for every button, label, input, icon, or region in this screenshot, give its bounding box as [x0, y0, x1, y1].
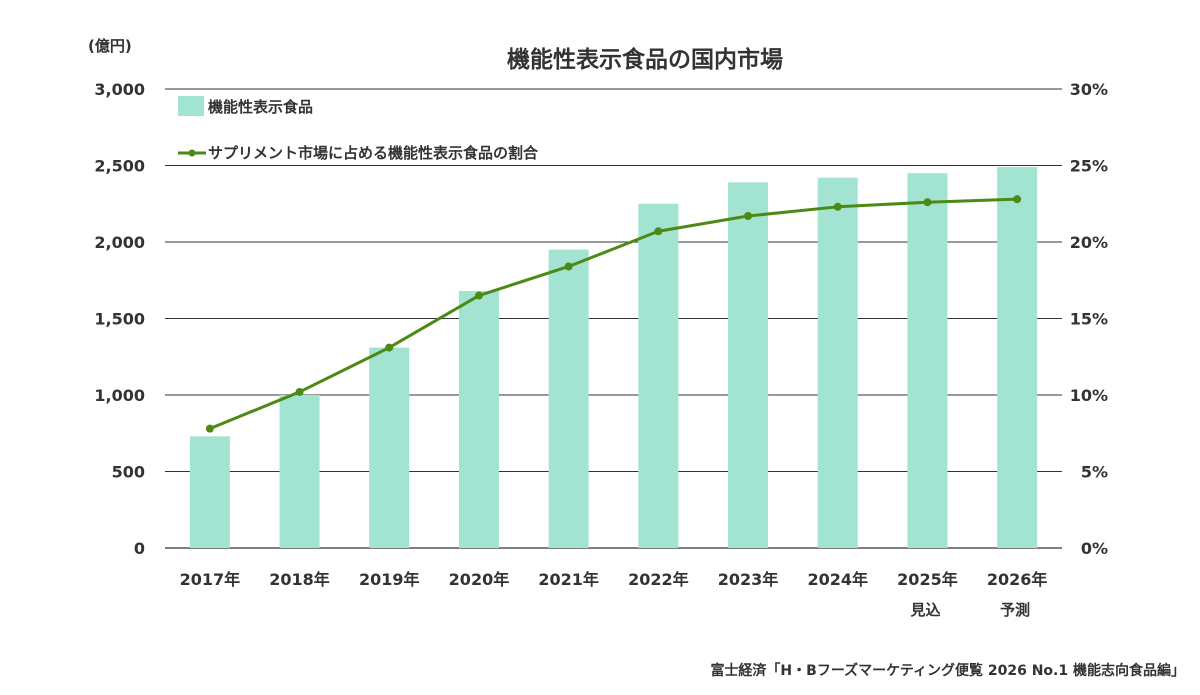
- right-tick-label: 25%: [1070, 157, 1108, 176]
- y-axis-unit: (億円): [88, 37, 132, 55]
- left-tick-label: 2,500: [94, 157, 145, 176]
- legend-line-label: サプリメント市場に占める機能性表示食品の割合: [208, 144, 539, 162]
- legend-line-marker: [188, 149, 196, 157]
- right-tick-label: 15%: [1070, 310, 1108, 329]
- line-point: [1013, 195, 1022, 204]
- left-tick-label: 0: [134, 539, 145, 558]
- x-tick-label: 2017年: [180, 570, 241, 589]
- x-tick-label: 2024年: [807, 570, 868, 589]
- bar: [997, 167, 1038, 548]
- x-tick-label: 2019年: [359, 570, 420, 589]
- x-tick-label: 2021年: [538, 570, 599, 589]
- legend-bar-label: 機能性表示食品: [208, 98, 313, 116]
- line-point: [923, 198, 932, 207]
- x-axis: 2017年 2018年 2019年 2020年 2021年 2022年 2023年 2024年…: [180, 570, 1048, 619]
- bar-series: [189, 167, 1038, 549]
- bar: [638, 203, 679, 548]
- x-tick-label: 2025年: [897, 570, 958, 589]
- bar: [279, 395, 320, 548]
- x-tick-label: 2026年: [987, 570, 1048, 589]
- x-tick-label: 2022年: [628, 570, 689, 589]
- source-note: 富士経済「H・Bフーズマーケティング便覧 2026 No.1 機能志向食品編」: [710, 662, 1185, 679]
- bar: [369, 347, 410, 548]
- x-tick-label: 2023年: [718, 570, 779, 589]
- bar: [907, 173, 948, 548]
- right-tick-label: 20%: [1070, 233, 1108, 252]
- line-path: [209, 197, 1018, 431]
- left-axis: 0 500 1,000 1,500 2,000 2,500 3,000: [94, 80, 145, 558]
- legend: 機能性表示食品 サプリメント市場に占める機能性表示食品の割合: [178, 96, 539, 162]
- line-point: [474, 291, 483, 300]
- x-tick-label: 2020年: [449, 570, 510, 589]
- x-tick-sublabel: 見込: [909, 601, 940, 619]
- line-series: [205, 195, 1022, 433]
- bar: [548, 249, 589, 548]
- right-tick-label: 30%: [1070, 80, 1108, 99]
- line-point: [833, 202, 842, 211]
- right-axis: 0% 5% 10% 15% 20% 25% 30%: [1070, 80, 1108, 558]
- legend-bar-swatch: [178, 96, 204, 116]
- left-tick-label: 1,500: [94, 310, 145, 329]
- left-tick-label: 1,000: [94, 386, 145, 405]
- bar: [728, 182, 769, 548]
- left-tick-label: 500: [112, 463, 145, 482]
- left-tick-label: 3,000: [94, 80, 145, 99]
- x-tick-sublabel: 予測: [1000, 601, 1030, 619]
- chart-title: 機能性表示食品の国内市場: [507, 46, 783, 73]
- line-point: [385, 343, 394, 352]
- line-point: [654, 227, 663, 236]
- line-point: [744, 211, 753, 220]
- x-tick-label: 2018年: [269, 570, 330, 589]
- right-tick-label: 0%: [1081, 539, 1108, 558]
- line-point: [295, 387, 304, 396]
- right-tick-label: 5%: [1081, 463, 1108, 482]
- bar: [817, 177, 858, 549]
- bar: [458, 290, 499, 548]
- left-tick-label: 2,000: [94, 233, 145, 252]
- line-point: [564, 262, 573, 271]
- bar: [189, 436, 230, 548]
- line-point: [205, 424, 214, 433]
- right-tick-label: 10%: [1070, 386, 1108, 405]
